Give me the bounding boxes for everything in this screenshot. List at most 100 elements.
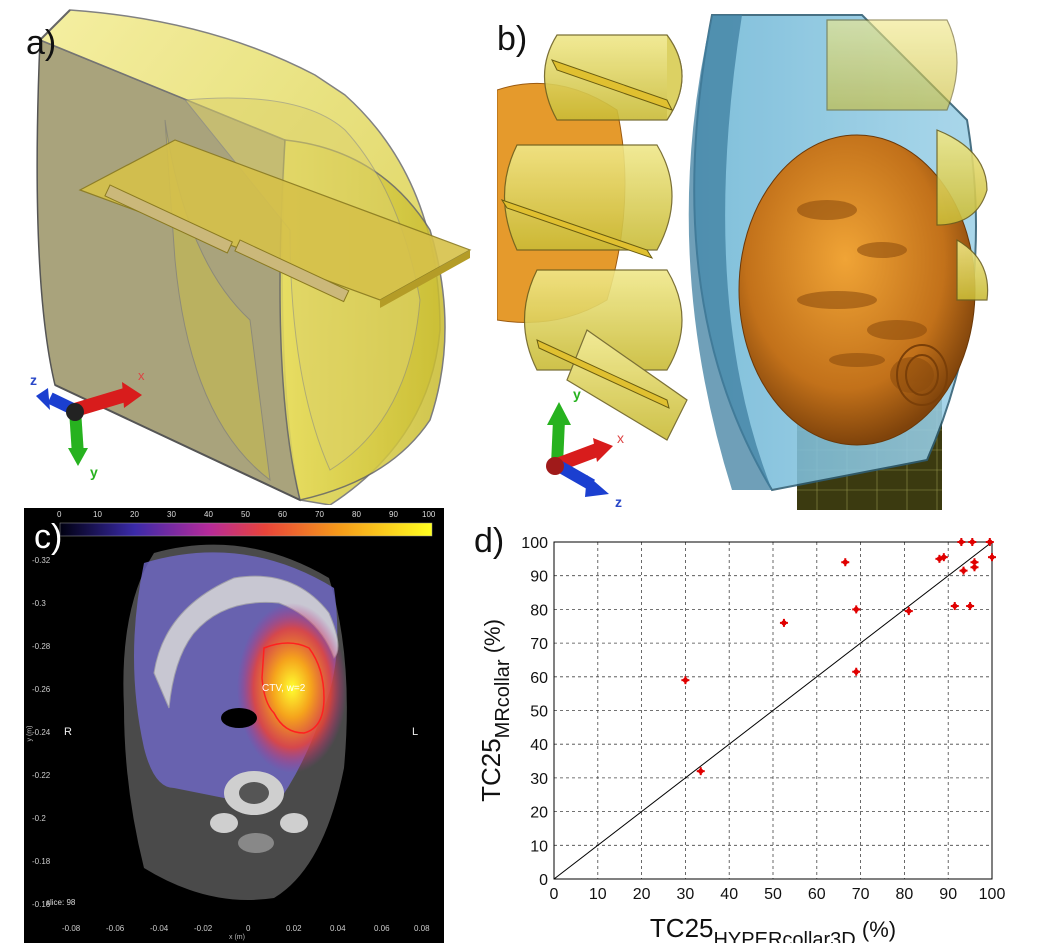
x-tick: -0.04 (150, 924, 169, 933)
data-point (988, 553, 996, 562)
y-tick-label: 100 (521, 535, 548, 552)
data-point (852, 667, 861, 676)
x-tick-label: 50 (764, 886, 782, 903)
panel-b: b) y x z (497, 0, 1047, 510)
x-tick-label: 40 (720, 886, 738, 903)
x-tick: -0.06 (106, 924, 125, 933)
data-point (970, 563, 979, 572)
x-tick-label: 20 (633, 886, 651, 903)
x-tick-label: 90 (939, 886, 957, 903)
data-point (939, 553, 948, 562)
data-point (957, 538, 966, 546)
panel-c: 0 10 20 30 40 50 60 70 80 90 100 -0.32 -… (24, 508, 444, 943)
ctv-label: CTV, w=2 (262, 683, 306, 694)
y-tick: -0.28 (32, 642, 51, 651)
ctv-contour (261, 642, 325, 734)
panel-a-axis-x-label: x (138, 368, 145, 383)
colorbar-tick: 0 (57, 510, 62, 519)
x-axis-label: TC25HYPERcollar3D (%) (650, 913, 896, 943)
plot-frame (553, 541, 993, 880)
colorbar-tick: 90 (389, 510, 398, 519)
x-tick-label: 70 (852, 886, 870, 903)
y-tick-label: 30 (530, 771, 548, 788)
data-point (968, 538, 977, 546)
x-tick-label: 0 (550, 886, 559, 903)
panel-b-axis-z-label: z (615, 494, 622, 510)
panel-a-axis-z-label: z (30, 372, 37, 388)
identity-line (553, 541, 993, 880)
panel-c-sar-overlay (59, 522, 433, 900)
y-tick-label: 50 (530, 704, 548, 721)
y-tick: -0.22 (32, 771, 51, 780)
data-point (959, 566, 968, 575)
panel-a: a) x z y (0, 0, 490, 505)
colorbar-tick: 60 (278, 510, 287, 519)
data-point (696, 767, 705, 776)
y-tick-label: 60 (530, 670, 548, 687)
colorbar-tick: 100 (422, 510, 436, 519)
y-tick: -0.26 (32, 685, 51, 694)
right-side-marker: R (64, 726, 72, 738)
y-tick-label: 0 (539, 872, 548, 889)
panel-a-label: a) (26, 24, 57, 62)
x-tick-label: 30 (677, 886, 695, 903)
panel-a-axis-y-label: y (90, 464, 98, 480)
x-tick: -0.02 (194, 924, 213, 933)
colorbar-tick: 10 (93, 510, 102, 519)
data-point (852, 605, 861, 614)
x-tick-label: 100 (979, 886, 1006, 903)
x-axis-label: x (m) (229, 934, 245, 941)
panel-d-label: d) (474, 522, 505, 560)
data-point (779, 618, 788, 627)
data-point (966, 602, 975, 611)
y-axis-label: TC25MRcollar (%) (476, 619, 514, 802)
y-tick-label: 40 (530, 737, 548, 754)
colorbar-tick: 30 (167, 510, 176, 519)
x-tick-label: 80 (896, 886, 914, 903)
colorbar-tick: 80 (352, 510, 361, 519)
x-tick: 0.02 (286, 924, 302, 933)
data-point (950, 602, 959, 611)
x-tick-label: 10 (589, 886, 607, 903)
scatter-chart: 0 10 20 30 40 50 60 70 80 90 100 0 10 20 30 40 50 60 70 80 9… (476, 535, 1006, 943)
panel-c-label: c) (34, 518, 63, 556)
y-tick: -0.32 (32, 556, 51, 565)
y-tick-column: -0.32 -0.3 -0.28 -0.26 -0.24 -0.22 -0.2 … (32, 556, 62, 916)
x-tick: 0.08 (414, 924, 430, 933)
y-tick-label: 20 (530, 805, 548, 822)
left-side-marker: L (412, 726, 419, 738)
x-tick-label: 60 (808, 886, 826, 903)
x-tick: 0.04 (330, 924, 346, 933)
x-tick-row: -0.08 -0.06 -0.04 -0.02 0 0.02 0.04 0.06… (62, 924, 432, 934)
panel-b-axis-x-label: x (617, 430, 624, 446)
x-tick: 0.06 (374, 924, 390, 933)
y-tick-label: 90 (530, 569, 548, 586)
panel-b-axis-y-label: y (573, 386, 581, 402)
y-tick: -0.16 (32, 900, 51, 909)
colorbar-tick: 70 (315, 510, 324, 519)
y-axis-label: y (m) (26, 725, 34, 742)
panel-d: 0 10 20 30 40 50 60 70 80 90 100 0 10 20 30 40 50 60 70 80 9… (460, 508, 1047, 943)
y-tick-label: 80 (530, 602, 548, 619)
colorbar-tick: 50 (241, 510, 250, 519)
y-tick-label: 10 (530, 838, 548, 855)
panel-b-label: b) (497, 20, 528, 58)
y-tick-label: 70 (530, 636, 548, 653)
axis-triad-icon (36, 382, 142, 466)
slice-label: slice: 98 (46, 898, 76, 907)
data-point (841, 558, 850, 567)
data-point (904, 607, 913, 616)
y-tick: -0.3 (32, 599, 46, 608)
panel-a-applicator-render (36, 9, 472, 505)
panel-b-head-model-render (497, 0, 1047, 510)
colorbar-tick: 20 (130, 510, 139, 519)
x-tick: 0 (246, 924, 251, 933)
data-point (681, 676, 690, 685)
axis-triad-icon (546, 402, 613, 497)
y-tick: -0.24 (32, 728, 51, 737)
colorbar-tick: 40 (204, 510, 213, 519)
y-tick: -0.2 (32, 814, 46, 823)
x-tick: -0.08 (62, 924, 81, 933)
colorbar-tick-row: 0 10 20 30 40 50 60 70 80 90 100 (57, 510, 436, 522)
y-tick: -0.18 (32, 857, 51, 866)
